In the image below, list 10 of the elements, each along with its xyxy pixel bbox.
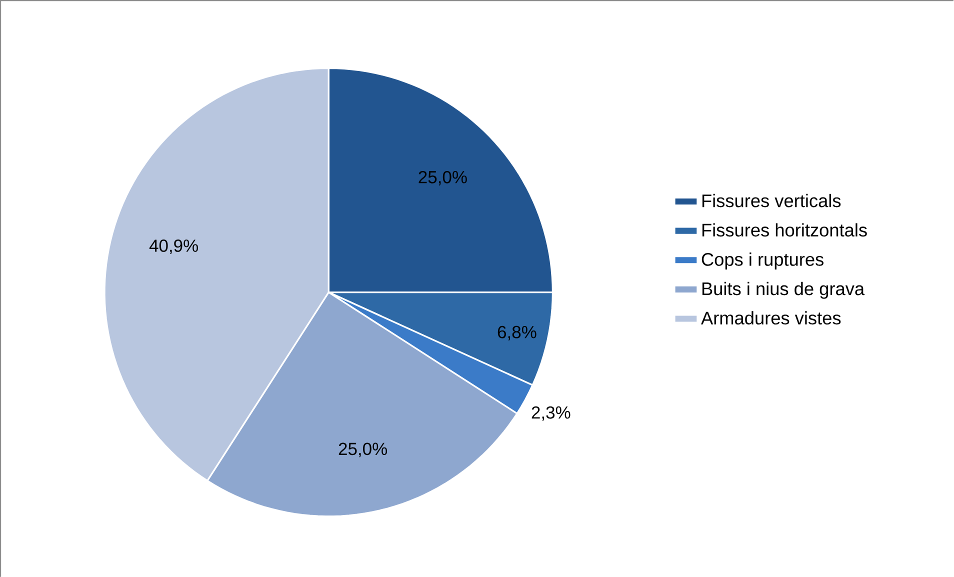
- legend-label: Fissures horitzontals: [702, 222, 867, 236]
- data-label: 25,0%: [418, 170, 467, 186]
- data-label: 6,8%: [498, 326, 536, 340]
- legend-label: Buits i nius de grava: [702, 282, 865, 299]
- data-label: 25,0%: [338, 442, 388, 457]
- legend-label: Fissures verticals: [702, 194, 841, 208]
- legend-label: Cops i ruptures: [702, 252, 824, 270]
- data-label: 2,3%: [532, 406, 570, 421]
- data-label: 40,9%: [149, 239, 198, 254]
- legend-label: Armadures vistes: [701, 310, 841, 324]
